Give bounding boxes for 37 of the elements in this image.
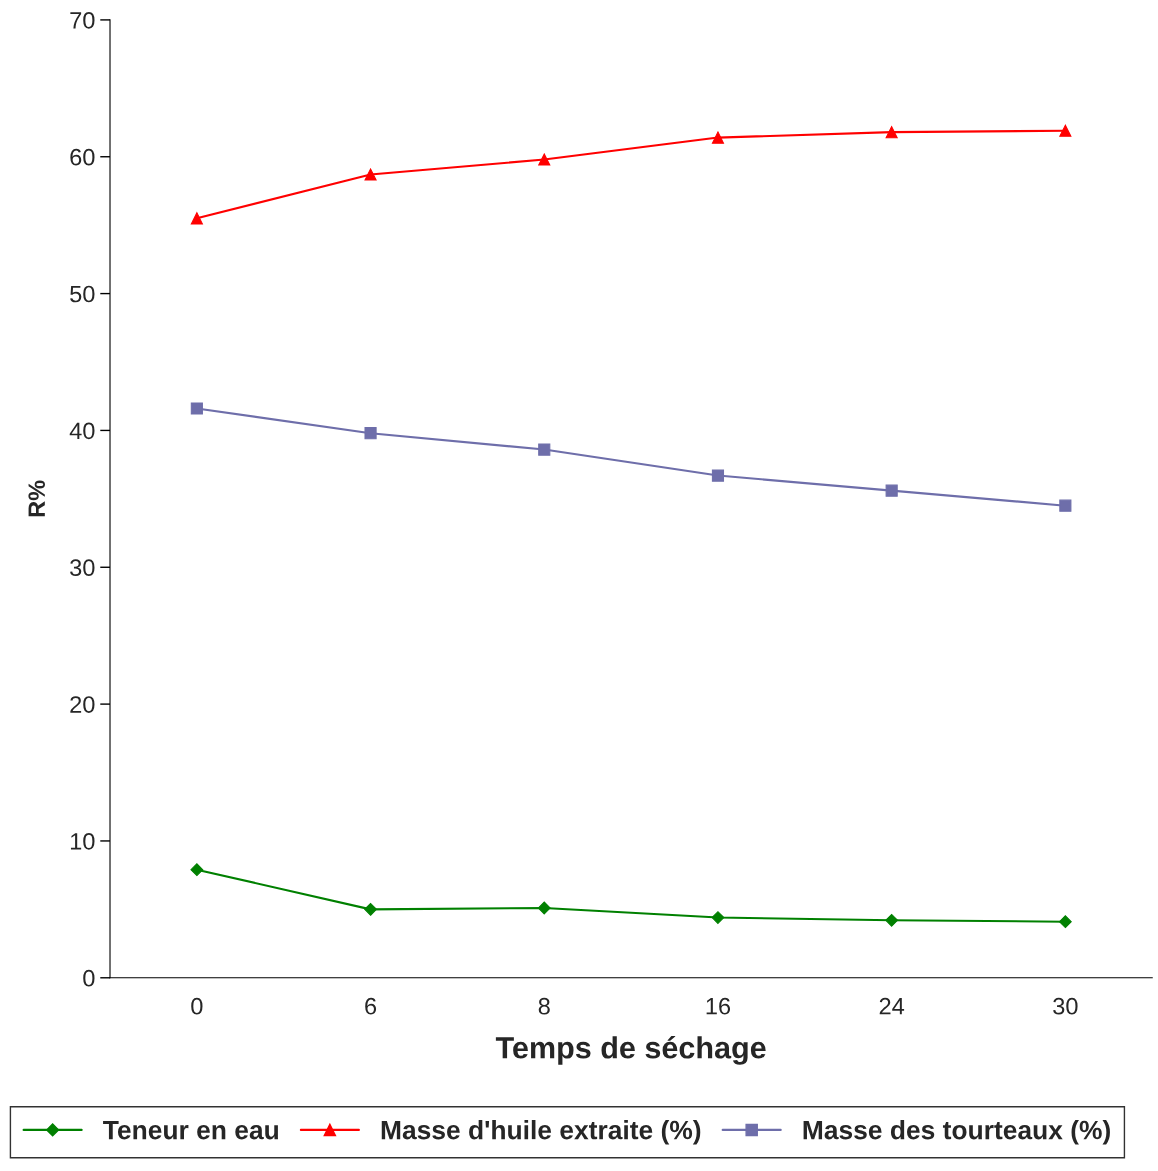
point (1059, 499, 1072, 512)
y-tick-label: 40 (69, 422, 95, 440)
legend-label: Masse d'huile extraite (%) (381, 1120, 701, 1145)
x-tick-label: 24 (879, 997, 905, 1015)
y-tick-label: 30 (70, 559, 95, 577)
point (538, 443, 551, 456)
legend-label: Teneur en eau (103, 1120, 278, 1140)
point (1058, 915, 1072, 929)
y-tick-label: 60 (70, 148, 95, 166)
point (885, 126, 898, 139)
y-tick-label: 20 (70, 696, 95, 713)
point (190, 212, 203, 225)
point (364, 427, 377, 440)
point (885, 484, 898, 497)
x-tick-label: 6 (365, 997, 377, 1015)
y-tick-label: 10 (70, 833, 95, 850)
point (885, 913, 899, 927)
x-tick-label: 30 (1053, 997, 1078, 1015)
y-axis-title: R% (28, 480, 46, 517)
x-tick-label: 16 (706, 997, 731, 1015)
x-tick-label: 8 (538, 997, 550, 1015)
legend-label: Masse des tourteaux (%) (803, 1120, 1110, 1145)
point (711, 469, 725, 482)
point (190, 863, 204, 877)
point (538, 153, 551, 166)
y-tick-label: 0 (83, 969, 95, 987)
y-tick-label: 50 (70, 285, 95, 303)
point (364, 168, 377, 181)
point (1059, 124, 1072, 137)
x-tick-label: 0 (191, 997, 203, 1015)
point (364, 902, 377, 916)
point (711, 911, 725, 924)
point (711, 131, 725, 144)
x-axis-title: Temps de séchage (495, 1035, 766, 1065)
y-tick-label: 70 (70, 11, 95, 29)
point (537, 901, 551, 915)
point (190, 402, 203, 415)
